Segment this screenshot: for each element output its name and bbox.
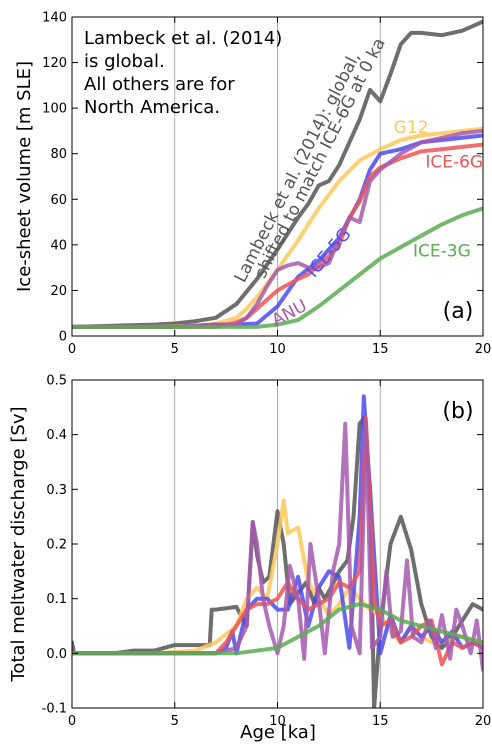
note-line: All others are for (84, 74, 235, 95)
y-tick-label: 140 (42, 11, 67, 26)
y-tick-label: 80 (50, 147, 67, 162)
x-tick-label: 20 (475, 714, 492, 729)
note-line: North America. (84, 97, 220, 118)
x-tick-label: 15 (372, 714, 389, 729)
y-tick-label: 0.0 (46, 647, 67, 662)
note-line: is global. (84, 51, 165, 72)
panel-label: (a) (443, 299, 474, 324)
series-group (72, 394, 483, 708)
curve-label-anu: ANU (269, 296, 311, 331)
x-tick-label: 0 (68, 714, 76, 729)
note-line: Lambeck et al. (2014) (84, 28, 282, 49)
y-tick-label: 0.4 (46, 428, 67, 443)
y-axis-title: Ice-sheet volume [m SLE] (14, 61, 35, 292)
panel-a: 0 5 10 15 20 0 20 40 60 80 100 120 140 Ice-sheet volu… (14, 11, 491, 358)
x-axis-title: Age [ka] (240, 722, 316, 743)
x-tick-label: 0 (68, 342, 76, 357)
curve-label-shifted-to-match-ice-6g-at-0-ka: shifted to match ICE-6G at 0 ka (251, 35, 390, 282)
x-tick-label: 10 (269, 342, 286, 357)
x-tick-label: 5 (171, 714, 179, 729)
y-tick-label: 100 (42, 102, 67, 117)
y-tick-label: 120 (42, 56, 67, 71)
curve-label-lambeck-et-al-2014-global: Lambeck et al. (2014): global, (231, 49, 365, 286)
curve-label-ice-6g: ICE-6G (425, 152, 483, 172)
y-tick-label: 0.1 (46, 592, 67, 607)
y-tick-label: 60 (50, 193, 67, 208)
panel-label: (b) (442, 399, 473, 424)
y-tick-label: 0.3 (46, 483, 67, 498)
panel-b: 0 5 10 15 20 -0.1 0.0 0.1 0.2 0.3 0.4 0.5 Total melt… (8, 374, 491, 730)
y-tick-label: 0.5 (46, 374, 67, 389)
y-axis-title: Total meltwater discharge [Sv] (8, 406, 29, 682)
series-line-ice-3g (72, 602, 483, 656)
x-tick-label: 5 (171, 342, 179, 357)
series-group (72, 19, 483, 329)
x-tick-label: 20 (475, 342, 492, 357)
x-tick-label: 10 (269, 714, 286, 729)
y-tick-label: 40 (50, 238, 67, 253)
series-line-anu (72, 128, 483, 329)
y-tick-label: 0 (59, 330, 67, 345)
curve-label-g12: G12 (394, 118, 429, 138)
curve-label-ice-3g: ICE-3G (413, 241, 471, 261)
x-tick-label: 15 (372, 342, 389, 357)
y-tick-label: 0.2 (46, 538, 67, 553)
y-tick-label: -0.1 (42, 702, 67, 717)
y-tick-label: 20 (50, 284, 67, 299)
series-line-lambeck-et-al-2014-global-shifted-to-match-ice-6g-at-0-ka (72, 19, 483, 329)
series-line-ice-3g (72, 206, 483, 329)
curve-label-ice-5g: ICE-5G (303, 224, 355, 281)
